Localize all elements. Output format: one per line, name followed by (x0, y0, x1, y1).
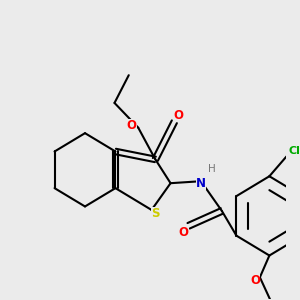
Text: N: N (196, 177, 206, 190)
Text: O: O (250, 274, 260, 287)
Text: S: S (151, 207, 160, 220)
Text: H: H (208, 164, 216, 174)
Text: O: O (173, 109, 183, 122)
Text: Cl: Cl (288, 146, 300, 157)
Text: O: O (179, 226, 189, 239)
Text: O: O (127, 119, 136, 132)
